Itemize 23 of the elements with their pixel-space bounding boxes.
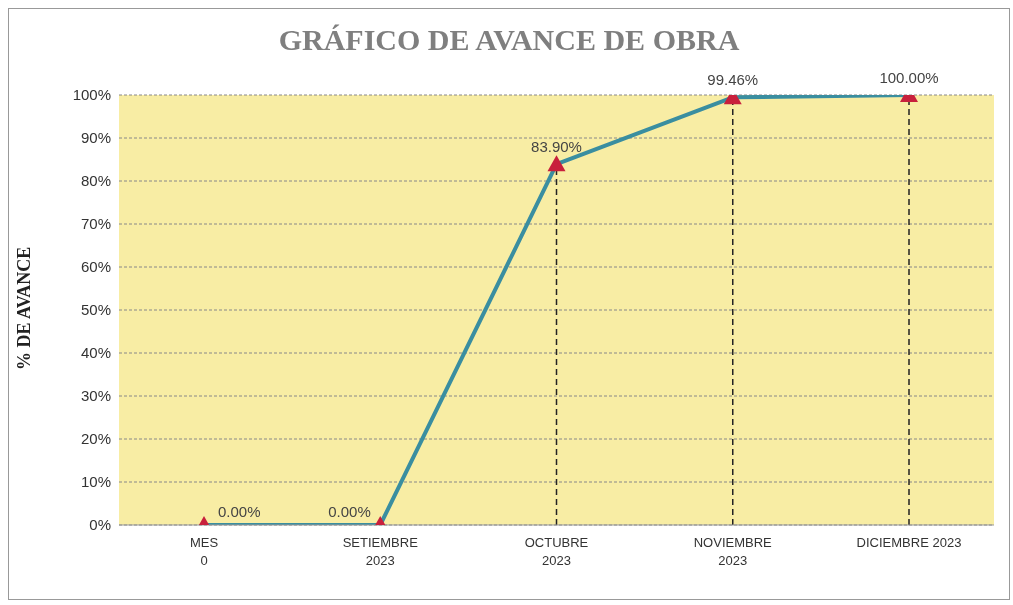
y-tick-label: 20% <box>80 430 111 448</box>
data-label: 83.90% <box>531 138 582 156</box>
y-tick-label: 70% <box>80 215 111 233</box>
y-tick-label: 60% <box>80 258 111 276</box>
y-tick-label: 100% <box>72 86 111 104</box>
y-axis-title: % DE AVANCE <box>14 246 35 370</box>
y-tick-label: 10% <box>80 473 111 491</box>
data-label: 100.00% <box>879 69 939 86</box>
y-tick-label: 40% <box>80 344 111 362</box>
y-tick-label: 90% <box>80 129 111 147</box>
y-tick-label: 80% <box>80 172 111 190</box>
data-label: 0.00% <box>218 503 261 520</box>
data-label: 0.00% <box>328 503 371 520</box>
y-tick-label: 50% <box>80 301 111 319</box>
y-tick-label: 30% <box>80 387 111 405</box>
x-tick-label: DICIEMBRE 2023 <box>856 535 962 550</box>
x-tick-label: NOVIEMBRE 2023 <box>693 535 773 568</box>
x-tick-label: SETIEMBRE 2023 <box>342 535 419 568</box>
x-tick-label: OCTUBRE 2023 <box>524 535 589 568</box>
data-label: 99.46% <box>707 71 759 89</box>
x-tick-label: MES 0 <box>189 535 219 568</box>
y-tick-label: 0% <box>89 516 111 534</box>
chart-title: GRÁFICO DE AVANCE DE OBRA <box>277 22 741 58</box>
